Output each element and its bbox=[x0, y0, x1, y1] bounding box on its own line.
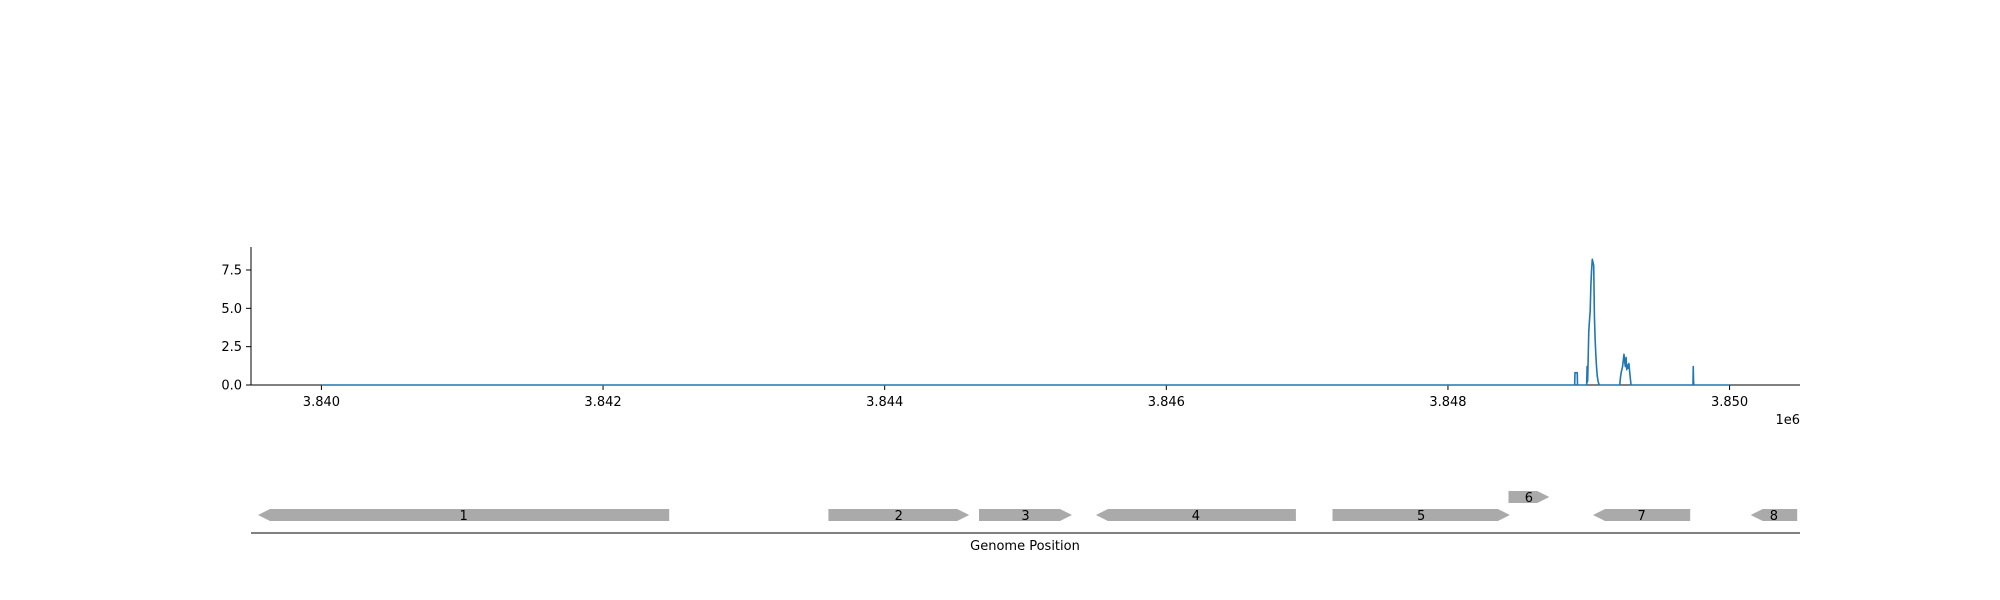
gene-label: 8 bbox=[1770, 509, 1778, 524]
gene-label: 7 bbox=[1637, 509, 1645, 524]
gene-feature-2: 2 bbox=[828, 509, 970, 524]
gene-feature-1: 1 bbox=[258, 509, 670, 524]
gene-label: 3 bbox=[1021, 509, 1029, 524]
x-tick-label: 3.844 bbox=[866, 395, 903, 410]
y-tick-label: 2.5 bbox=[221, 340, 242, 355]
gene-feature-5: 5 bbox=[1332, 509, 1510, 524]
gene-track-xlabel: Genome Position bbox=[970, 539, 1080, 554]
x-tick-label: 3.848 bbox=[1429, 395, 1466, 410]
gene-arrow bbox=[1095, 509, 1296, 521]
gene-features: 1 2 3 4 5 6 7 8 bbox=[258, 491, 1798, 524]
y-tick-label: 5.0 bbox=[221, 302, 242, 317]
x-ticks: 3.840 3.842 3.844 3.846 3.848 3.850 bbox=[303, 385, 1748, 410]
gene-feature-4: 4 bbox=[1095, 509, 1296, 524]
gene-arrow bbox=[258, 509, 670, 521]
x-tick-label: 3.840 bbox=[303, 395, 340, 410]
y-tick-label: 0.0 bbox=[221, 379, 242, 394]
gene-arrow bbox=[828, 509, 970, 521]
gene-track: 1 2 3 4 5 6 7 8 Genome Position bbox=[251, 491, 1800, 554]
gene-label: 6 bbox=[1525, 491, 1533, 506]
gene-label: 5 bbox=[1417, 509, 1425, 524]
y-tick-label: 7.5 bbox=[221, 264, 242, 279]
x-tick-label: 3.850 bbox=[1711, 395, 1748, 410]
gene-feature-7: 7 bbox=[1593, 509, 1691, 524]
x-tick-label: 3.842 bbox=[584, 395, 621, 410]
gene-label: 1 bbox=[459, 509, 467, 524]
gene-feature-6: 6 bbox=[1508, 491, 1550, 506]
coverage-series-line bbox=[321, 258, 1730, 386]
gene-feature-3: 3 bbox=[979, 509, 1072, 524]
gene-feature-8: 8 bbox=[1750, 509, 1798, 524]
y-ticks: 0.0 2.5 5.0 7.5 bbox=[221, 264, 251, 394]
x-offset-label: 1e6 bbox=[1775, 413, 1800, 428]
gene-label: 2 bbox=[895, 509, 903, 524]
gene-arrow bbox=[1593, 509, 1691, 521]
gene-arrow bbox=[979, 509, 1072, 521]
gene-arrow bbox=[1332, 509, 1510, 521]
gene-arrow bbox=[1508, 491, 1550, 503]
coverage-axes: 3.840 3.842 3.844 3.846 3.848 3.850 0.0 2.5 5.0… bbox=[221, 247, 1800, 428]
gene-arrow bbox=[1750, 509, 1798, 521]
x-tick-label: 3.846 bbox=[1148, 395, 1185, 410]
gene-label: 4 bbox=[1192, 509, 1200, 524]
